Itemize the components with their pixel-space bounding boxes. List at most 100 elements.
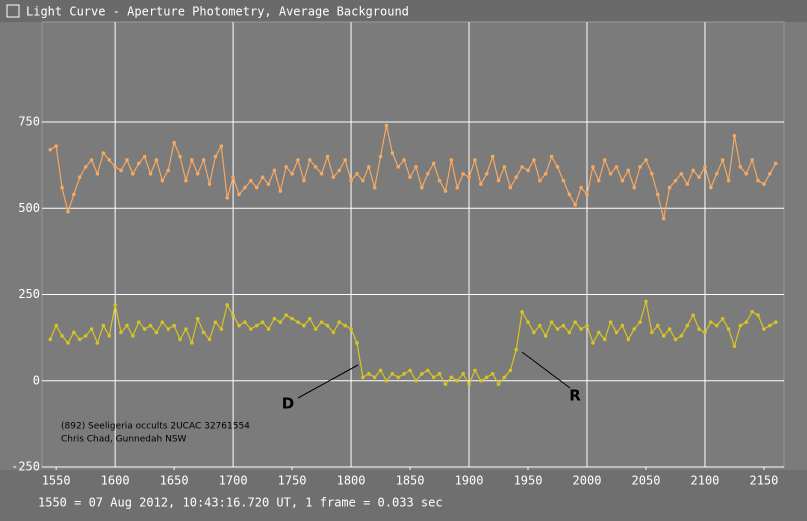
data-point bbox=[579, 327, 583, 331]
data-point bbox=[195, 171, 200, 176]
data-point bbox=[408, 175, 412, 180]
data-point bbox=[773, 320, 778, 324]
data-point bbox=[520, 309, 524, 314]
data-point bbox=[555, 327, 560, 331]
data-point bbox=[349, 327, 353, 331]
data-point bbox=[83, 334, 88, 338]
data-point bbox=[644, 299, 648, 304]
data-point bbox=[490, 372, 495, 376]
data-point bbox=[455, 185, 460, 190]
data-point bbox=[225, 196, 230, 200]
data-point bbox=[526, 320, 530, 324]
data-point bbox=[384, 378, 389, 383]
x-tick-label: 1600 bbox=[101, 474, 130, 488]
data-point bbox=[166, 168, 171, 173]
data-point bbox=[655, 323, 660, 328]
data-point bbox=[72, 330, 76, 335]
data-point bbox=[750, 309, 754, 314]
data-point bbox=[461, 372, 465, 376]
data-point bbox=[473, 368, 477, 373]
data-point bbox=[89, 327, 94, 331]
data-point bbox=[596, 330, 601, 335]
data-point bbox=[762, 327, 766, 331]
data-point bbox=[272, 168, 277, 173]
data-point bbox=[284, 165, 288, 169]
data-point bbox=[414, 165, 418, 169]
data-point bbox=[514, 175, 519, 180]
data-point bbox=[113, 303, 117, 307]
data-point bbox=[284, 313, 288, 318]
data-point bbox=[461, 171, 465, 176]
data-point bbox=[667, 185, 672, 190]
data-point bbox=[231, 175, 235, 180]
series-line bbox=[49, 125, 777, 219]
data-point bbox=[260, 175, 265, 180]
data-point bbox=[201, 158, 206, 162]
data-point bbox=[520, 165, 524, 169]
data-point bbox=[266, 182, 271, 186]
data-point bbox=[54, 323, 58, 328]
data-point bbox=[243, 320, 247, 324]
data-point bbox=[532, 158, 536, 162]
data-point bbox=[219, 144, 224, 148]
data-point bbox=[290, 316, 294, 321]
data-point bbox=[549, 320, 554, 324]
x-tick-label: 1800 bbox=[337, 474, 366, 488]
data-point bbox=[561, 323, 566, 328]
data-point bbox=[673, 178, 678, 183]
data-point bbox=[608, 320, 613, 324]
data-point bbox=[543, 171, 548, 176]
data-point bbox=[685, 182, 690, 186]
data-point bbox=[756, 313, 760, 318]
data-point bbox=[726, 327, 731, 331]
data-point bbox=[431, 161, 436, 166]
data-point bbox=[154, 158, 159, 162]
data-point bbox=[661, 216, 666, 221]
data-point bbox=[107, 334, 112, 338]
data-point bbox=[744, 171, 749, 176]
data-point bbox=[361, 178, 365, 183]
x-tick-label: 2100 bbox=[691, 474, 720, 488]
data-point bbox=[313, 327, 318, 331]
data-point bbox=[467, 382, 471, 387]
data-point bbox=[738, 165, 743, 169]
data-point bbox=[337, 320, 342, 324]
data-point bbox=[620, 178, 625, 183]
data-point bbox=[313, 165, 318, 169]
data-point bbox=[237, 323, 241, 328]
data-point bbox=[77, 337, 82, 342]
data-point bbox=[596, 178, 601, 183]
data-point bbox=[184, 178, 188, 183]
data-point bbox=[620, 323, 625, 328]
y-tick-label: 500 bbox=[18, 201, 40, 215]
data-point bbox=[331, 175, 336, 180]
y-tick-label: 250 bbox=[18, 287, 40, 301]
data-point bbox=[77, 175, 82, 180]
data-point bbox=[296, 158, 300, 162]
data-point bbox=[726, 178, 731, 183]
data-point bbox=[650, 330, 654, 335]
data-point bbox=[555, 165, 560, 169]
data-point bbox=[148, 171, 153, 176]
data-point bbox=[655, 192, 660, 197]
data-point bbox=[402, 158, 406, 162]
data-point bbox=[372, 375, 377, 380]
data-point bbox=[243, 185, 247, 190]
data-point bbox=[632, 327, 636, 331]
data-point bbox=[54, 144, 58, 148]
data-point bbox=[502, 375, 507, 380]
data-point bbox=[390, 151, 395, 155]
x-tick-label: 1750 bbox=[278, 474, 307, 488]
data-point bbox=[237, 192, 241, 197]
data-point bbox=[125, 158, 129, 162]
data-point bbox=[538, 323, 542, 328]
data-point bbox=[567, 330, 572, 335]
data-point bbox=[66, 341, 70, 345]
data-point bbox=[679, 171, 684, 176]
data-point bbox=[278, 189, 283, 193]
data-point bbox=[514, 347, 519, 352]
data-point bbox=[378, 154, 383, 159]
data-point bbox=[355, 341, 359, 345]
x-tick-label: 2150 bbox=[749, 474, 778, 488]
